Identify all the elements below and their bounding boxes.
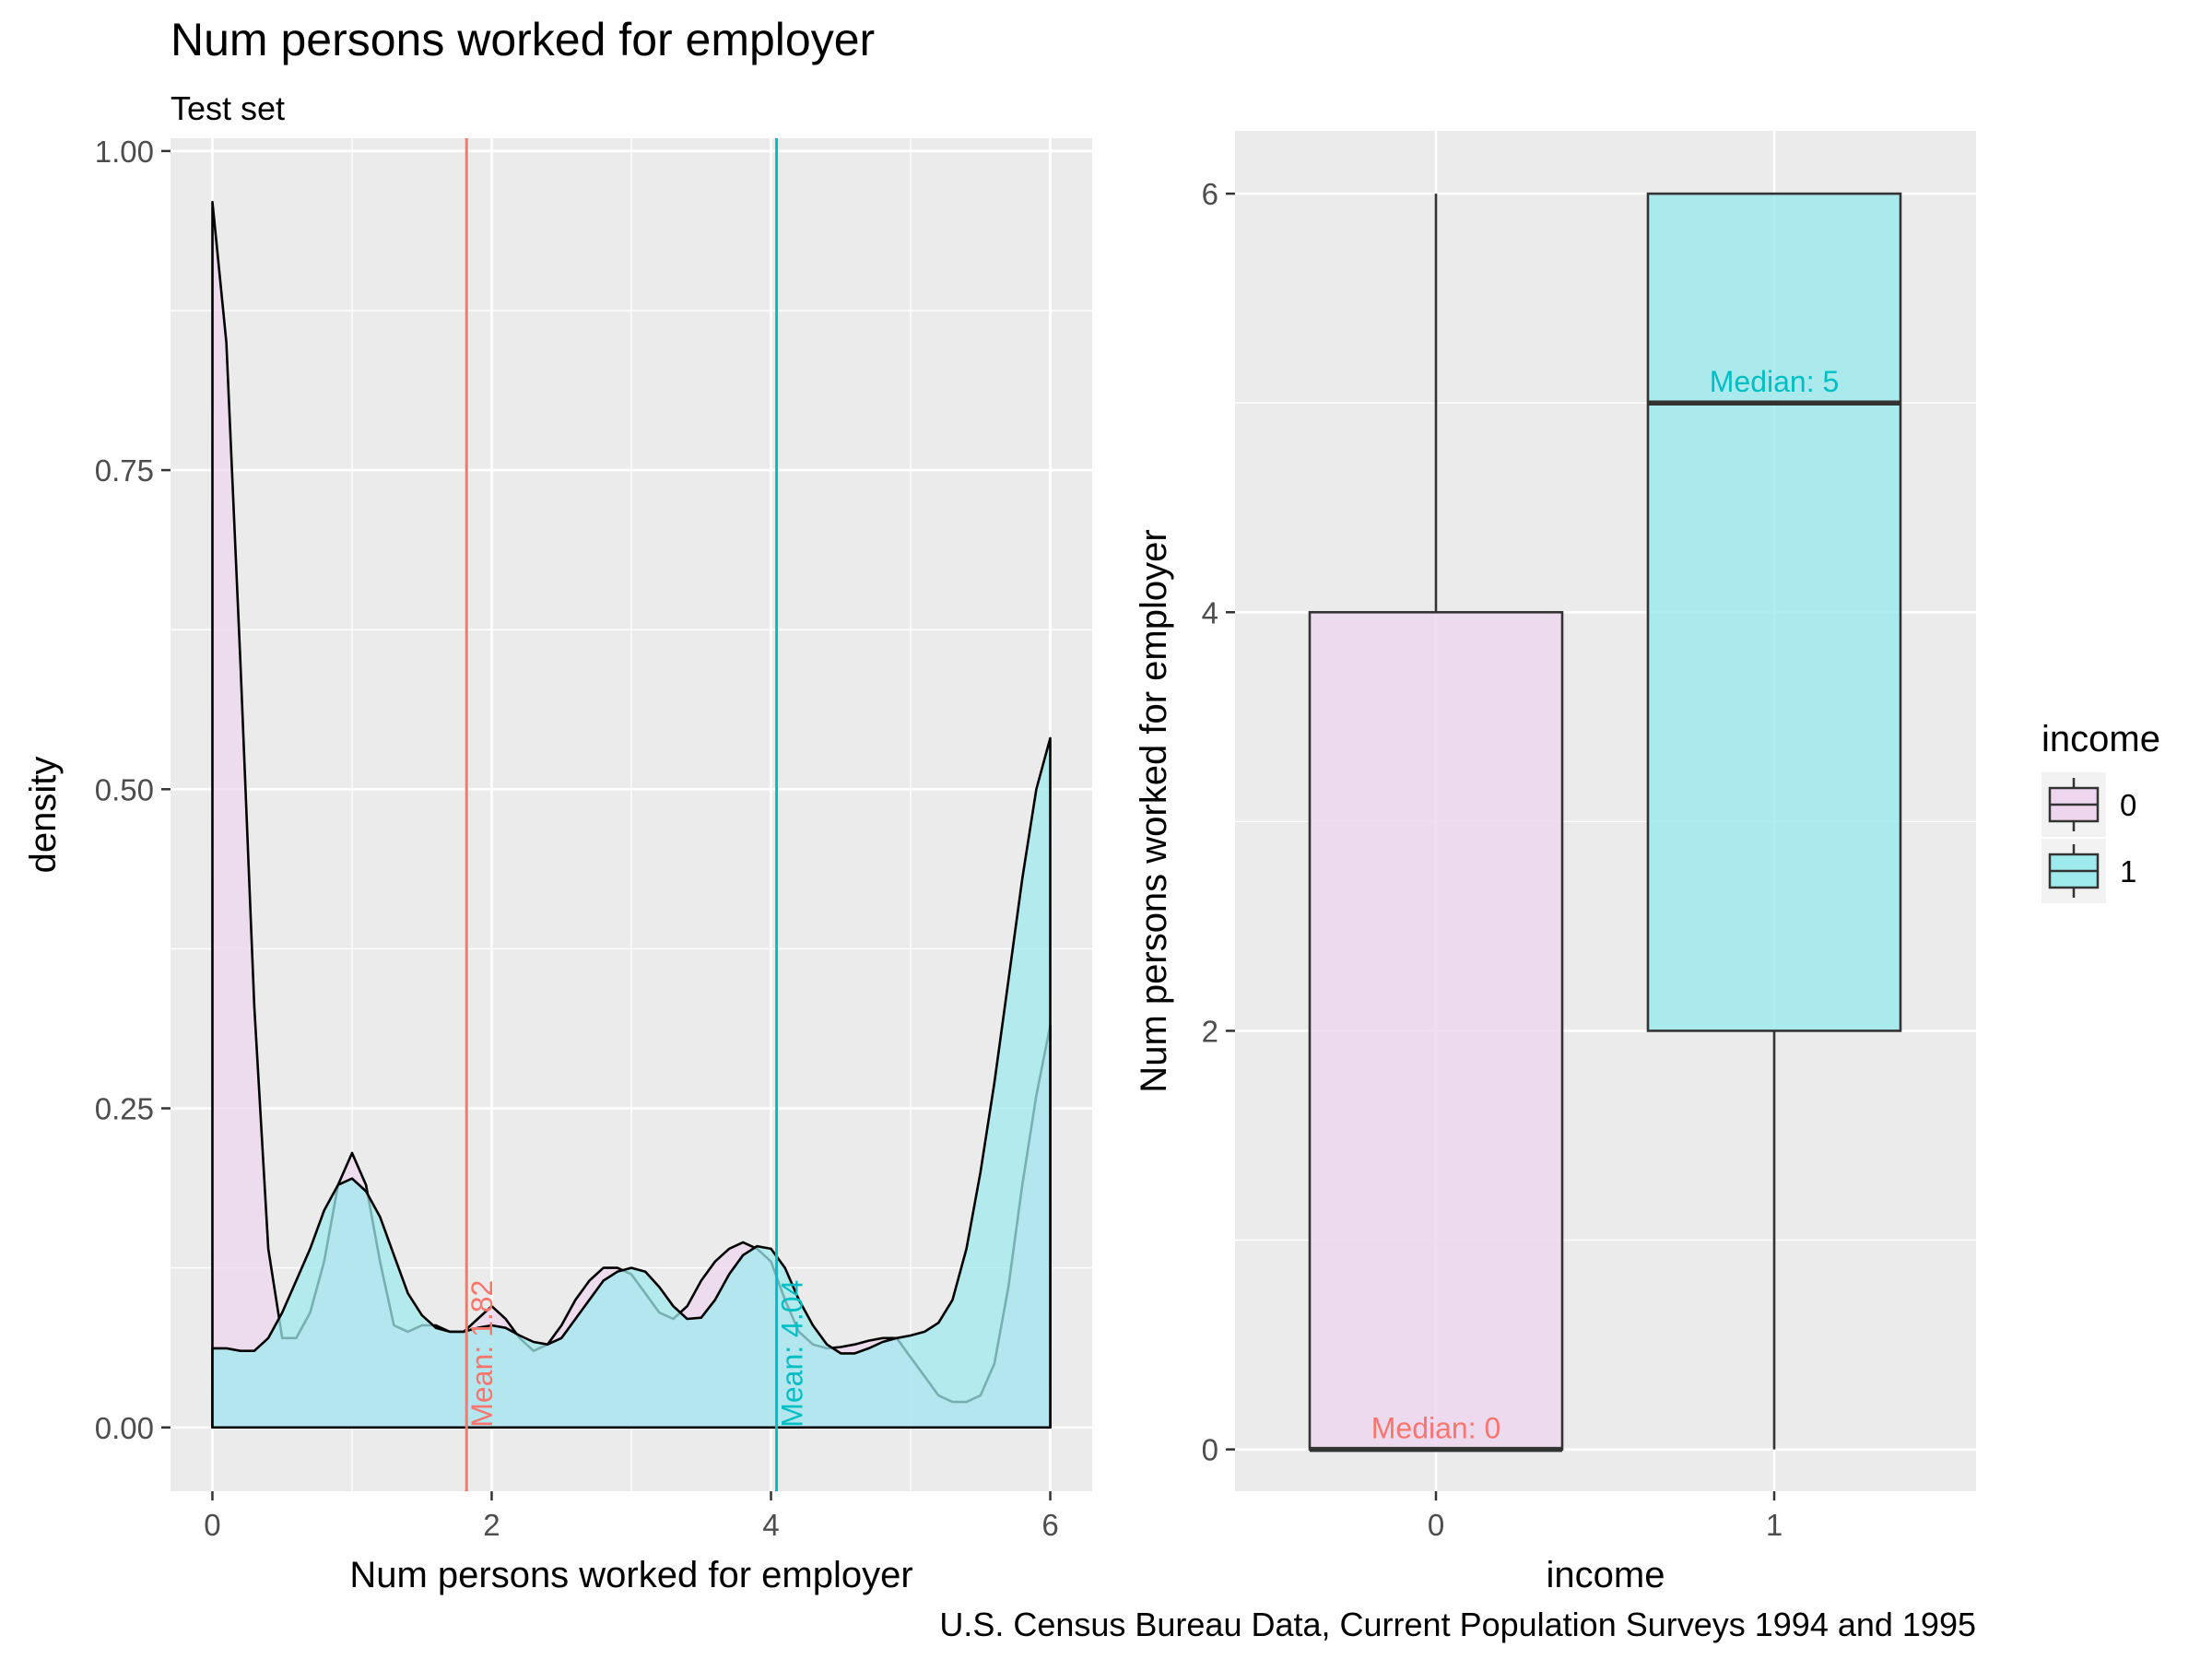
box-x-tick-label: 1 (1766, 1508, 1783, 1542)
density-area-income-1 (211, 736, 1052, 1430)
legend-label-1: 1 (2120, 854, 2136, 888)
legend-label-0: 0 (2120, 788, 2136, 822)
mean-label-income-0: Mean: 1.82 (465, 1280, 499, 1428)
median-label-income-0: Median: 0 (1371, 1412, 1501, 1445)
box-y-tick-label: 4 (1202, 595, 1218, 629)
legend-items: 01 (2041, 772, 2136, 903)
density-x-tick-label: 6 (1041, 1508, 1058, 1542)
mean-label-income-1: Mean: 4.04 (776, 1280, 809, 1428)
box-y-tick-label: 2 (1202, 1014, 1218, 1048)
density-y-tick-label: 1.00 (95, 135, 154, 169)
density-y-axis-label: density (23, 757, 64, 874)
box-y-tick-label: 6 (1202, 177, 1218, 211)
box-income-1 (1646, 192, 1902, 1032)
density-panel: Mean: 1.82 Mean: 4.04 0.00 0.25 0.50 0.75 1.0… (23, 135, 1092, 1595)
density-x-tick-label: 0 (204, 1508, 220, 1542)
density-axis-ticks: 0.00 0.25 0.50 0.75 1.00 0 2 4 6 (95, 135, 1059, 1542)
legend: income 01 (2041, 719, 2160, 903)
density-y-tick-label: 0.00 (95, 1411, 154, 1445)
box-panel: Median: 0 Median: 5 0 2 4 6 0 1 income Num per… (1134, 131, 1976, 1595)
box-y-axis-label: Num persons worked for employer (1134, 529, 1174, 1092)
density-y-tick-label: 0.75 (95, 453, 154, 488)
caption: U.S. Census Bureau Data, Current Populat… (939, 1606, 1976, 1643)
box-income-0 (1308, 610, 1564, 1451)
median-label-income-1: Median: 5 (1710, 365, 1840, 398)
box-axis-ticks: 0 2 4 6 0 1 (1202, 177, 1783, 1542)
density-x-tick-label: 2 (483, 1508, 500, 1542)
density-areas (211, 200, 1052, 1430)
density-mean-lines: Mean: 1.82 Mean: 4.04 (465, 138, 809, 1491)
legend-title: income (2041, 719, 2160, 759)
density-x-tick-label: 4 (762, 1508, 779, 1542)
box-elements: Median: 0 Median: 5 (1308, 192, 1902, 1453)
box-x-axis-label: income (1547, 1555, 1665, 1595)
density-x-axis-label: Num persons worked for employer (349, 1555, 912, 1595)
density-y-tick-label: 0.50 (95, 772, 154, 806)
chart-title: Num persons worked for employer (171, 14, 875, 65)
box-x-tick-label: 0 (1428, 1508, 1444, 1542)
chart-subtitle: Test set (171, 89, 285, 127)
box-y-tick-label: 0 (1202, 1433, 1218, 1467)
density-y-tick-label: 0.25 (95, 1092, 154, 1126)
